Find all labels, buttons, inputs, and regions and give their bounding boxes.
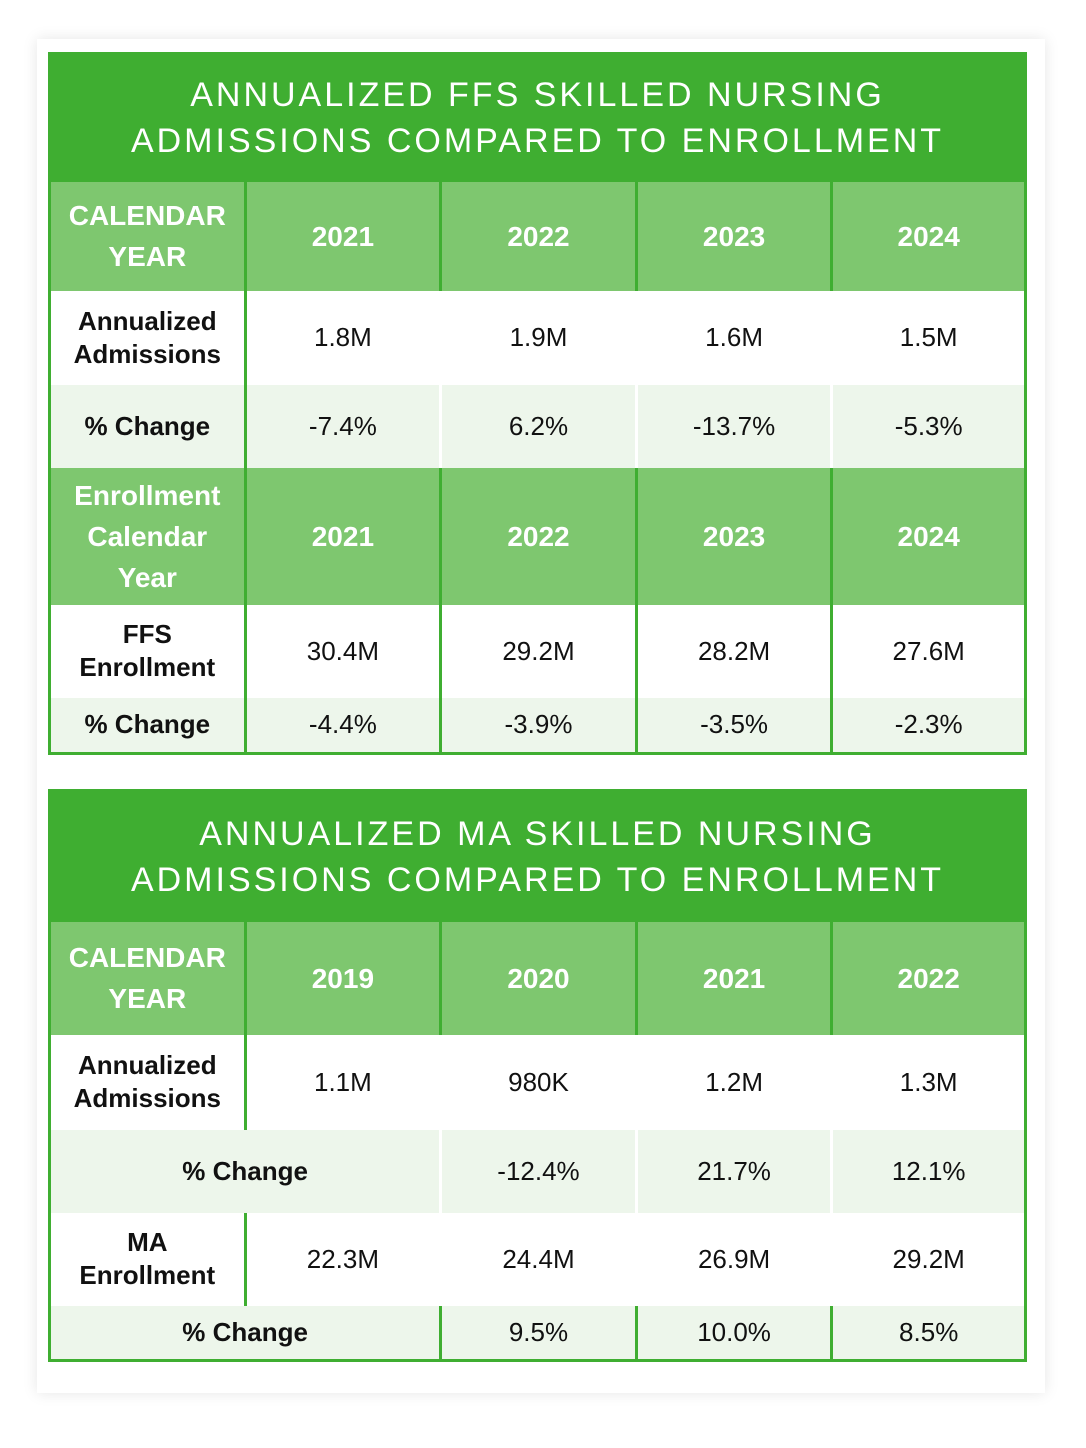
ffs-admissions-value: 1.9M	[439, 290, 637, 385]
ffs-admissions-value: 1.6M	[634, 290, 832, 385]
ffs-enrollment-row: FFS Enrollment 30.4M 29.2M 28.2M 27.6M	[49, 604, 1026, 698]
ffs-enrollment-change-value: -4.4%	[243, 697, 441, 754]
ma-enrollment-change-value: 9.5%	[439, 1305, 637, 1361]
ffs-enrollment-year-2: 2022	[439, 467, 637, 605]
ma-calendar-year-header: CALENDAR YEAR 2019 2020 2021 2022	[49, 921, 1026, 1035]
ma-enrollment-value: 29.2M	[830, 1212, 1026, 1306]
ffs-enrollment-year-3: 2023	[634, 467, 832, 605]
ffs-enrollment-value: 29.2M	[439, 604, 637, 698]
ffs-year-header-2: 2022	[439, 181, 637, 291]
ma-enrollment-change-value: 8.5%	[830, 1305, 1026, 1361]
ma-calendar-year-label: CALENDAR YEAR	[49, 921, 246, 1035]
ma-enrollment-change-row: % Change 9.5% 10.0% 8.5%	[49, 1305, 1026, 1361]
ffs-admissions-value: 1.5M	[830, 290, 1026, 385]
ma-enrollment-row: MA Enrollment 22.3M 24.4M 26.9M 29.2M	[49, 1212, 1026, 1306]
ffs-admissions-change-row: % Change -7.4% 6.2% -13.7% -5.3%	[49, 384, 1026, 468]
ma-enrollment-value: 26.9M	[634, 1212, 832, 1306]
ma-title-row: ANNUALIZED MA SKILLED NURSING ADMISSIONS…	[49, 790, 1026, 922]
ma-year-header-4: 2022	[830, 921, 1026, 1035]
ma-admissions-change-row: % Change -12.4% 21.7% 12.1%	[49, 1129, 1026, 1213]
ma-admissions-value: 980K	[439, 1034, 637, 1130]
ffs-year-header-4: 2024	[830, 181, 1026, 291]
ffs-admissions-change-value: -7.4%	[243, 384, 441, 468]
ma-enrollment-change-value: 10.0%	[634, 1305, 832, 1361]
ffs-year-header-3: 2023	[634, 181, 832, 291]
ffs-enrollment-value: 27.6M	[830, 604, 1026, 698]
ma-admissions-table: ANNUALIZED MA SKILLED NURSING ADMISSIONS…	[48, 789, 1027, 1362]
ma-admissions-change-value: -12.4%	[439, 1129, 637, 1213]
ffs-calendar-year-label: CALENDAR YEAR	[49, 181, 246, 291]
ma-year-header-3: 2021	[634, 921, 832, 1035]
ma-admissions-value: 1.2M	[634, 1034, 832, 1130]
ma-enrollment-change-label: % Change	[49, 1305, 441, 1361]
ma-admissions-change-label: % Change	[49, 1129, 441, 1213]
ffs-admissions-change-value: -13.7%	[634, 384, 832, 468]
ffs-enrollment-value: 30.4M	[243, 604, 441, 698]
ffs-admissions-table: ANNUALIZED FFS SKILLED NURSING ADMISSION…	[48, 52, 1027, 755]
ffs-enrollment-change-value: -2.3%	[830, 697, 1026, 754]
ma-admissions-value: 1.1M	[243, 1034, 441, 1130]
ma-admissions-change-value: 21.7%	[634, 1129, 832, 1213]
ffs-enrollment-value: 28.2M	[634, 604, 832, 698]
ma-admissions-label: Annualized Admissions	[49, 1034, 246, 1130]
ma-admissions-change-value: 12.1%	[830, 1129, 1026, 1213]
ffs-admissions-value: 1.8M	[243, 290, 441, 385]
ma-year-header-1: 2019	[243, 921, 441, 1035]
ma-admissions-row: Annualized Admissions 1.1M 980K 1.2M 1.3…	[49, 1034, 1026, 1130]
ma-year-header-2: 2020	[439, 921, 637, 1035]
ma-admissions-value: 1.3M	[830, 1034, 1026, 1130]
ma-enrollment-label: MA Enrollment	[49, 1212, 246, 1306]
ma-enrollment-value: 22.3M	[243, 1212, 441, 1306]
ffs-admissions-label: Annualized Admissions	[49, 290, 246, 385]
ffs-title-row: ANNUALIZED FFS SKILLED NURSING ADMISSION…	[49, 53, 1026, 182]
ffs-enrollment-label: FFS Enrollment	[49, 604, 246, 698]
ffs-enrollment-change-value: -3.9%	[439, 697, 637, 754]
ffs-admissions-row: Annualized Admissions 1.8M 1.9M 1.6M 1.5…	[49, 290, 1026, 385]
ffs-admissions-change-label: % Change	[49, 384, 246, 468]
ffs-enrollment-change-value: -3.5%	[634, 697, 832, 754]
ffs-calendar-year-header: CALENDAR YEAR 2021 2022 2023 2024	[49, 181, 1026, 291]
ffs-enrollment-year-4: 2024	[830, 467, 1026, 605]
ffs-enrollment-year-label: Enrollment Calendar Year	[49, 467, 246, 605]
ffs-enrollment-change-row: % Change -4.4% -3.9% -3.5% -2.3%	[49, 697, 1026, 754]
ffs-enrollment-year-1: 2021	[243, 467, 441, 605]
ffs-enrollment-year-header: Enrollment Calendar Year 2021 2022 2023 …	[49, 467, 1026, 605]
ffs-admissions-change-value: -5.3%	[830, 384, 1026, 468]
ma-table-title: ANNUALIZED MA SKILLED NURSING ADMISSIONS…	[49, 790, 1026, 922]
ffs-admissions-change-value: 6.2%	[439, 384, 637, 468]
ffs-table-title: ANNUALIZED FFS SKILLED NURSING ADMISSION…	[49, 53, 1026, 182]
ffs-year-header-1: 2021	[243, 181, 441, 291]
ffs-enrollment-change-label: % Change	[49, 697, 246, 754]
ma-enrollment-value: 24.4M	[439, 1212, 637, 1306]
